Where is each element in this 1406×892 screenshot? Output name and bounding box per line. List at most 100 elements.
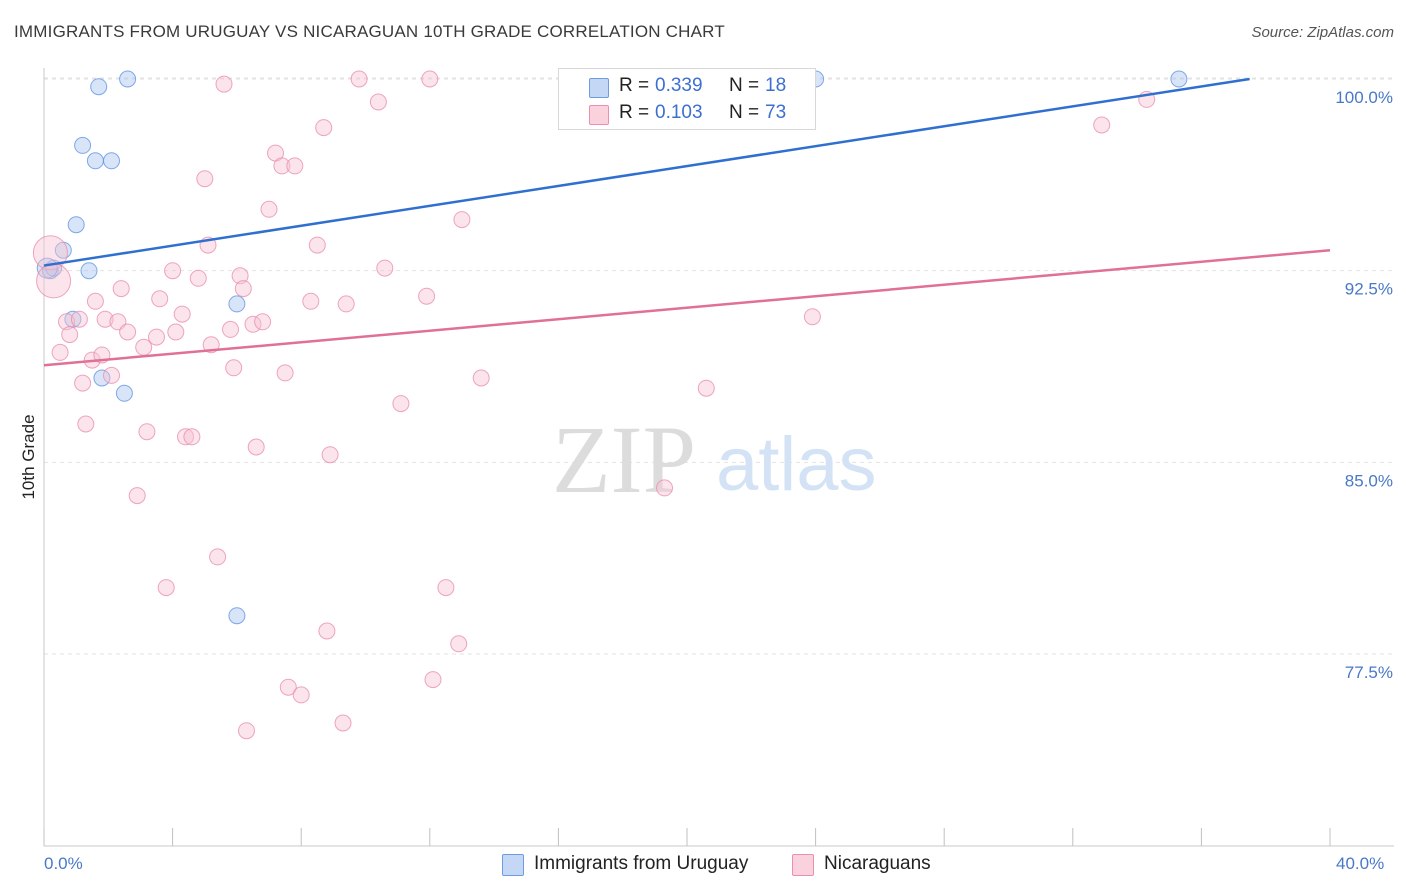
data-point <box>228 607 246 625</box>
data-point <box>222 320 239 338</box>
data-point <box>196 170 214 188</box>
legend-swatch-uruguay <box>589 78 609 98</box>
axes <box>43 68 1394 847</box>
x-tick-label-max: 40.0% <box>1336 854 1384 873</box>
data-point <box>376 259 394 277</box>
y-axis-label: 10th Grade <box>19 414 38 499</box>
data-point <box>80 262 98 280</box>
legend-r-label: R = <box>619 75 650 96</box>
data-point <box>350 70 368 88</box>
data-point <box>279 678 297 696</box>
bottom-legend-label-uruguay: Immigrants from Uruguay <box>534 853 749 874</box>
data-point <box>32 235 68 271</box>
data-point <box>157 579 175 597</box>
x-axis-ticks <box>43 828 1331 846</box>
bottom-legend-swatch-nicaraguans <box>792 854 814 876</box>
data-point <box>115 384 133 402</box>
data-point <box>238 722 255 740</box>
data-point <box>148 328 165 346</box>
series-uruguay <box>36 70 1188 625</box>
data-point <box>260 200 278 218</box>
data-point <box>315 119 333 137</box>
chart-title: IMMIGRANTS FROM URUGUAY VS NICARAGUAN 10… <box>14 22 725 41</box>
data-point <box>392 395 410 413</box>
data-point <box>424 671 442 689</box>
data-point <box>276 364 294 382</box>
data-point <box>273 157 291 175</box>
data-point <box>96 310 114 328</box>
data-point <box>453 211 471 229</box>
data-point <box>308 236 326 254</box>
data-point <box>74 374 92 392</box>
data-point <box>177 428 194 446</box>
data-point <box>321 446 339 464</box>
trend-line-uruguay <box>43 77 1250 267</box>
data-point <box>244 315 262 333</box>
trend-layer <box>43 77 1331 367</box>
data-point <box>67 216 85 234</box>
legend-row-nicaraguans: R = 0.103 N = 73 <box>559 100 815 126</box>
data-point <box>173 305 191 323</box>
data-point <box>36 263 72 299</box>
legend-n-label: N = <box>729 75 760 96</box>
data-point <box>119 70 137 88</box>
data-point <box>302 292 320 310</box>
data-point <box>334 714 352 732</box>
series-layer <box>32 70 1188 740</box>
bottom-legend-swatch-uruguay <box>502 854 524 876</box>
data-point <box>803 308 821 326</box>
data-point <box>228 295 246 313</box>
data-point <box>1170 70 1188 88</box>
trend-line-nicaraguans <box>43 248 1331 367</box>
data-point <box>135 338 153 356</box>
data-point <box>151 290 169 308</box>
data-point <box>112 280 130 298</box>
x-tick-label-min: 0.0% <box>44 854 83 873</box>
data-point <box>128 487 146 505</box>
data-point <box>286 157 304 175</box>
legend-n-value: 18 <box>765 75 787 96</box>
y-tick-label: 77.5% <box>1345 663 1393 682</box>
data-point <box>437 579 455 597</box>
data-point <box>189 269 207 287</box>
data-point <box>318 622 336 640</box>
data-point <box>472 369 490 387</box>
legend-r-value: 0.103 <box>655 102 703 123</box>
data-point <box>337 295 355 313</box>
data-point <box>119 323 137 341</box>
y-tick-label: 92.5% <box>1345 280 1393 299</box>
y-axis-ticks: 77.5% 85.0% 92.5% 100.0% <box>1335 88 1393 682</box>
data-point <box>90 78 108 96</box>
data-point <box>450 635 468 653</box>
data-point <box>421 70 439 88</box>
data-point <box>418 287 436 305</box>
data-point <box>74 136 92 154</box>
data-point <box>167 323 185 341</box>
correlation-legend: R = 0.339 N = 18 R = 0.103 N = 73 <box>558 68 816 130</box>
data-point <box>697 379 715 397</box>
data-point <box>61 326 79 344</box>
bottom-legend-label-nicaraguans: Nicaraguans <box>824 853 931 874</box>
data-point <box>231 267 249 285</box>
data-point <box>77 415 95 433</box>
data-point <box>93 369 111 387</box>
data-point <box>1093 116 1111 134</box>
watermark-zip: ZIP <box>552 406 696 513</box>
legend-n-value: 73 <box>765 102 787 123</box>
data-point <box>656 479 673 497</box>
data-point <box>51 343 69 361</box>
data-point <box>103 366 120 384</box>
data-point <box>369 93 387 111</box>
data-point <box>225 359 243 377</box>
data-point <box>86 292 104 310</box>
legend-r-label: R = <box>619 102 650 123</box>
data-point <box>86 152 104 170</box>
gridlines <box>44 77 1394 655</box>
data-point <box>254 313 272 331</box>
data-point <box>215 75 233 93</box>
data-point <box>292 686 310 704</box>
data-point <box>247 438 265 456</box>
data-point <box>138 423 156 441</box>
data-point <box>70 310 88 328</box>
